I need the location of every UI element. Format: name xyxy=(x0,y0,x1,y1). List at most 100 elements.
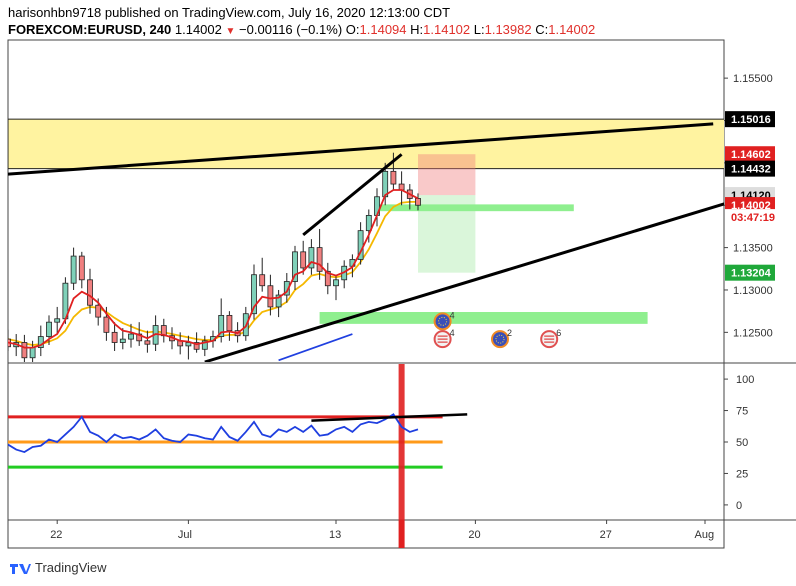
x-tick-label: Aug xyxy=(695,529,715,541)
candle xyxy=(415,198,421,206)
close-value: 1.14002 xyxy=(548,22,596,37)
event-count: 4 xyxy=(450,310,455,320)
candle xyxy=(226,314,233,332)
high-label: H: xyxy=(410,22,424,37)
box-risk-1 xyxy=(418,154,476,196)
candle xyxy=(70,255,77,284)
rsi-tick-label: 25 xyxy=(736,468,748,480)
rsi-pane xyxy=(8,364,468,520)
symbol-line: FOREXCOM:EURUSD, 240 1.14002 ▼ −0.00116 … xyxy=(8,22,595,37)
price-label: 1.15016 xyxy=(731,114,771,126)
candle xyxy=(144,340,151,345)
candle xyxy=(259,274,266,287)
supply-zone xyxy=(8,118,724,170)
candle xyxy=(292,251,298,282)
price-change: −0.00116 (−0.1%) xyxy=(239,22,343,37)
rsi-highlight-bar xyxy=(398,364,405,520)
trendline-0 xyxy=(8,122,714,176)
event-count: 4 xyxy=(450,328,455,338)
box-level-3 xyxy=(319,312,648,324)
low-value: 1.13982 xyxy=(484,22,532,37)
trendline-1 xyxy=(204,202,724,362)
close-label: C: xyxy=(535,22,549,37)
price-label: 1.14602 xyxy=(731,149,771,161)
symbol: FOREXCOM:EURUSD, 240 xyxy=(8,22,172,37)
candle xyxy=(128,333,134,340)
rsi-tick-label: 100 xyxy=(736,374,754,386)
candle xyxy=(21,342,28,359)
price-tick-label: 1.12500 xyxy=(733,327,773,339)
x-tick-label: Jul xyxy=(178,529,192,541)
candle xyxy=(29,347,36,359)
down-arrow-icon: ▼ xyxy=(225,26,236,37)
price-label: 1.14002 xyxy=(731,200,771,212)
candle xyxy=(333,279,339,287)
price-label-box xyxy=(725,264,775,281)
price-tick-label: 1.13000 xyxy=(733,285,773,297)
event-count: 6 xyxy=(556,328,561,338)
candle xyxy=(78,255,85,281)
price-label: 1.14432 xyxy=(731,164,771,176)
x-tick-label: 22 xyxy=(50,529,62,541)
candle xyxy=(300,251,307,269)
rsi-trendline xyxy=(311,413,468,422)
price-label-box xyxy=(725,197,775,214)
x-axis-highlight xyxy=(398,520,405,548)
price-label-box xyxy=(725,111,775,128)
price-label-box xyxy=(725,209,775,226)
rsi-tick-label: 75 xyxy=(736,406,748,418)
price-label: 03:47:19 xyxy=(731,212,775,224)
candle xyxy=(308,247,315,269)
event-count: 2 xyxy=(507,328,512,338)
low-label: L: xyxy=(473,22,485,37)
candle xyxy=(324,270,331,287)
candle xyxy=(390,170,397,185)
candle xyxy=(119,338,126,343)
footer: TradingView xyxy=(9,560,107,575)
eu-stars xyxy=(495,334,505,344)
tradingview-logo-icon xyxy=(10,563,31,574)
price-tick-label: 1.13500 xyxy=(733,243,773,255)
price-pane: 4 4 2 6 xyxy=(8,118,724,362)
candle xyxy=(87,279,93,306)
price-tick-label: 1.15500 xyxy=(733,73,773,85)
price-label-box xyxy=(725,146,775,163)
price-label: 1.13204 xyxy=(731,268,772,280)
ema-fast-line xyxy=(8,189,419,349)
candle xyxy=(251,274,257,315)
candle xyxy=(46,321,52,337)
trendline-2 xyxy=(302,153,403,237)
x-tick-label: 20 xyxy=(468,529,480,541)
eu-stars xyxy=(438,316,448,326)
x-tick-label: 13 xyxy=(329,529,341,541)
rsi-tick-label: 50 xyxy=(736,437,748,449)
candle xyxy=(111,331,118,343)
candle xyxy=(365,215,372,232)
event-eu-flag-icon xyxy=(433,312,452,331)
candle xyxy=(54,318,61,323)
candle xyxy=(37,336,44,348)
high-value: 1.14102 xyxy=(423,22,471,37)
open-value: 1.14094 xyxy=(359,22,407,37)
x-tick-label: 27 xyxy=(600,529,612,541)
last-price: 1.14002 xyxy=(174,22,222,37)
candle xyxy=(103,316,110,333)
candle xyxy=(267,285,274,308)
footer-brand: TradingView xyxy=(35,560,107,575)
event-eu-flag-icon xyxy=(491,330,509,349)
ema-long-line xyxy=(278,333,353,362)
candle xyxy=(218,314,225,337)
candle xyxy=(275,294,282,308)
open-label: O: xyxy=(345,22,360,37)
candle xyxy=(95,304,102,318)
candle xyxy=(316,247,323,272)
box-level-2 xyxy=(377,204,574,212)
candle xyxy=(193,342,200,350)
rsi-tick-label: 0 xyxy=(736,500,742,512)
rsi-line xyxy=(8,413,419,454)
chart-frame xyxy=(7,39,725,549)
price-label-box xyxy=(725,160,775,177)
publish-info: harisonhbn9718 published on TradingView.… xyxy=(8,5,451,20)
candle xyxy=(201,340,208,350)
